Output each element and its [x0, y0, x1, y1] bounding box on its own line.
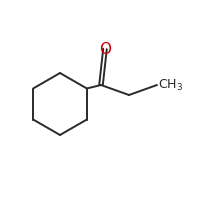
Text: CH$_3$: CH$_3$: [158, 77, 183, 93]
Text: O: O: [99, 42, 111, 56]
